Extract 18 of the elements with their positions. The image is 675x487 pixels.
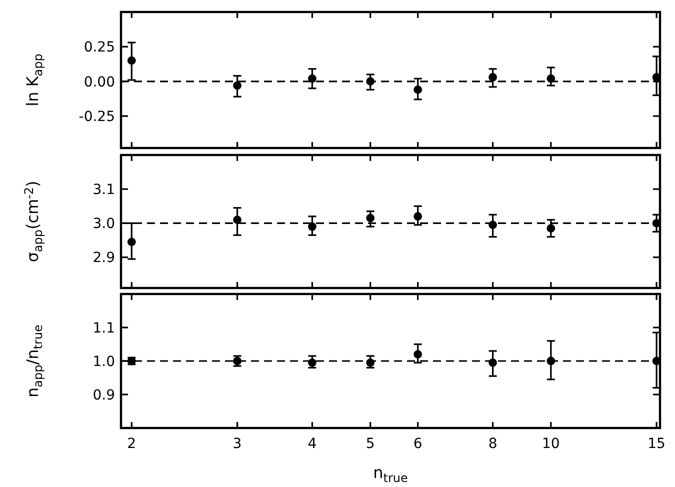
y-tick-label: 0.00 bbox=[84, 74, 115, 90]
x-tick-label: 4 bbox=[308, 436, 317, 452]
x-tick-label: 5 bbox=[366, 436, 375, 452]
y-tick-label: 3.0 bbox=[92, 216, 115, 232]
y-tick-label: 1.0 bbox=[92, 354, 115, 370]
y-tick-label: 1.1 bbox=[92, 320, 115, 336]
y-tick-label: 0.25 bbox=[84, 40, 115, 56]
x-tick-label: 6 bbox=[413, 436, 422, 452]
y-tick-label: -0.25 bbox=[78, 108, 115, 125]
x-tick-label: 8 bbox=[488, 436, 498, 452]
y-tick-label: 3.1 bbox=[92, 182, 115, 198]
y-tick-label: 0.9 bbox=[92, 387, 115, 404]
x-tick-label: 3 bbox=[232, 436, 242, 452]
y-tick-label: 2.9 bbox=[92, 250, 115, 266]
x-tick-label: 2 bbox=[127, 436, 136, 452]
x-axis-title: n$_{true}$ bbox=[373, 463, 408, 485]
x-tick-label: 15 bbox=[648, 436, 666, 452]
x-tick-label: 10 bbox=[542, 436, 560, 452]
